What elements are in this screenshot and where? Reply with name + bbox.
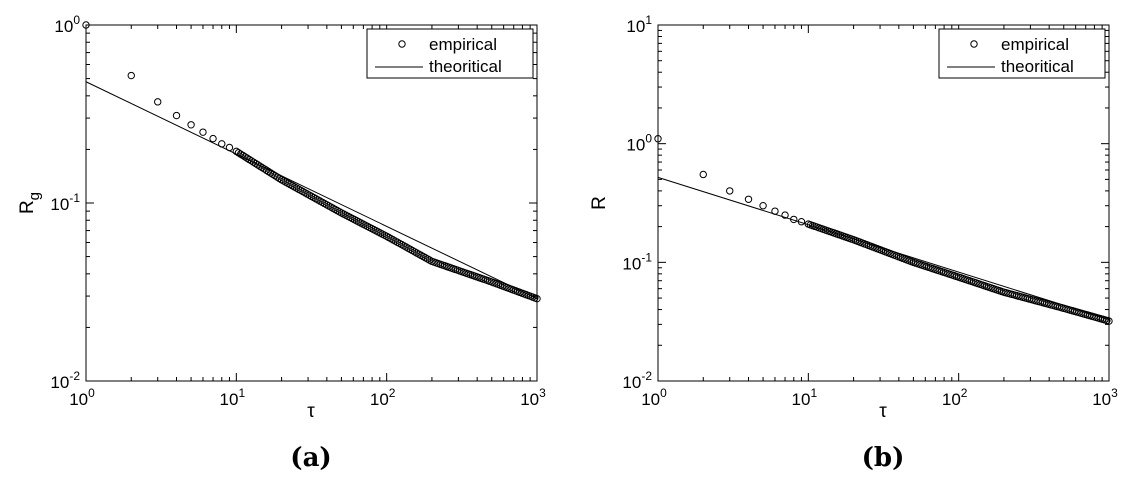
x-tick-label: 101 (792, 386, 818, 409)
plot-frame-b (657, 24, 1110, 382)
panel-a: 100 101 102 103 10-2 10-1 100 τ Rg empirical t… (17, 13, 546, 473)
legend-label-theoritical-a: theoritical (429, 57, 502, 76)
empirical-point (154, 98, 162, 106)
empirical-point (781, 211, 789, 219)
x-tick-label: 102 (370, 386, 396, 409)
empirical-point (654, 135, 662, 143)
x-axis-label-b: τ (879, 401, 887, 422)
empirical-point (199, 128, 207, 136)
x-tick-label: 103 (520, 386, 546, 409)
x-tick-label: 100 (641, 386, 667, 409)
x-axis-label-a: τ (307, 401, 315, 422)
empirical-point (209, 134, 217, 143)
ticks-b: 100 101 102 103 10-2 10-1 100 101 (622, 13, 1118, 409)
empirical-point (759, 202, 767, 210)
legend-a: empirical theoritical (366, 28, 534, 79)
legend-label-theoritical-b: theoritical (1001, 57, 1074, 76)
empirical-point (187, 121, 195, 129)
legend-box-a (366, 28, 534, 79)
x-tick-label: 103 (1092, 386, 1118, 409)
x-tick-label: 102 (942, 386, 968, 409)
y-tick-label: 10-1 (622, 250, 652, 273)
panel-label-b: (b) (862, 443, 905, 473)
empirical-point (744, 195, 753, 203)
y-tick-label: 100 (54, 13, 80, 36)
legend-b: empirical theoritical (938, 28, 1106, 79)
empirical-point (533, 294, 541, 303)
legend-label-empirical-b: empirical (1001, 35, 1069, 54)
plot-frame-a (85, 24, 538, 382)
y-tick-label: 100 (626, 132, 652, 155)
y-axis-label-a: Rg (17, 192, 43, 214)
y-tick-label: 101 (626, 13, 652, 36)
empirical-point (127, 71, 135, 80)
marks-b (654, 135, 1113, 325)
empirical-point (172, 111, 181, 120)
marks-a (82, 21, 541, 303)
x-tick-label: 101 (220, 386, 246, 409)
legend-marker-empirical-a (398, 40, 406, 48)
ticks-a: 100 101 102 103 10-2 10-1 100 (50, 13, 546, 409)
theoritical-line-a (85, 81, 538, 300)
y-tick-label: 10-2 (622, 369, 652, 392)
panel-b: 100 101 102 103 10-2 10-1 100 101 τ R empirical… (589, 13, 1118, 473)
legend-box-b (938, 28, 1106, 79)
empirical-point (699, 170, 707, 179)
legend-marker-empirical-b (970, 40, 978, 48)
empirical-point (726, 187, 734, 195)
panel-label-a: (a) (290, 443, 331, 473)
theoritical-line-b (657, 176, 1110, 320)
y-axis-label-b: R (589, 196, 610, 210)
legend-label-empirical-a: empirical (429, 35, 497, 54)
y-tick-label: 10-1 (50, 191, 80, 214)
x-tick-label: 100 (69, 386, 95, 409)
y-tick-label: 10-2 (50, 369, 80, 392)
